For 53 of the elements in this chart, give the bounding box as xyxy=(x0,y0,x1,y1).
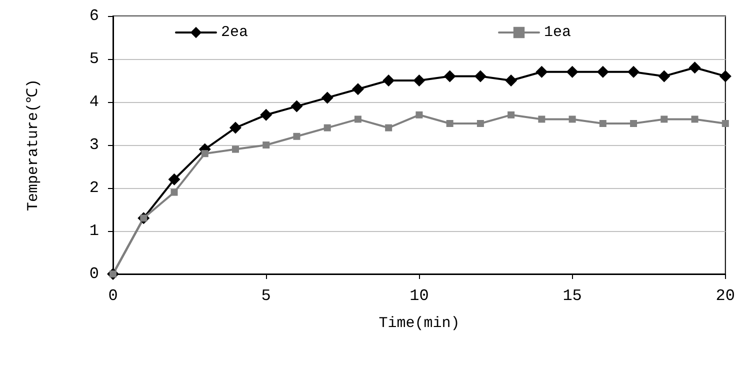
point xyxy=(352,83,364,96)
legend-label: 2ea xyxy=(220,24,248,41)
y-tick-label: 3 xyxy=(89,136,99,154)
x-tick-label: 5 xyxy=(261,287,271,305)
point xyxy=(660,116,668,123)
point xyxy=(568,116,576,123)
point xyxy=(688,62,701,74)
point xyxy=(170,188,178,196)
point xyxy=(474,70,486,82)
x-axis-title: Time(min) xyxy=(378,315,460,332)
point xyxy=(382,74,395,86)
point xyxy=(596,66,609,78)
point xyxy=(628,66,640,78)
y-axis-title: Temperature(℃) xyxy=(25,78,42,212)
x-tick-label: 15 xyxy=(562,287,582,305)
point xyxy=(262,142,270,148)
point xyxy=(324,124,331,132)
point xyxy=(658,70,670,82)
point xyxy=(719,70,732,82)
point xyxy=(201,150,208,158)
point xyxy=(722,120,729,127)
legend-label: 1ea xyxy=(544,24,572,41)
point xyxy=(354,116,362,123)
point xyxy=(416,111,423,118)
point xyxy=(168,173,180,186)
point xyxy=(260,108,272,121)
point xyxy=(538,116,546,123)
point xyxy=(505,74,518,86)
point xyxy=(566,66,578,78)
point xyxy=(293,132,300,140)
point xyxy=(476,120,484,127)
point xyxy=(229,122,242,134)
y-tick-label: 5 xyxy=(89,50,99,68)
x-tick-label: 20 xyxy=(716,287,735,305)
point xyxy=(599,120,606,127)
x-tick-label: 10 xyxy=(410,287,429,305)
point xyxy=(321,92,334,104)
point xyxy=(630,120,638,127)
point xyxy=(444,70,456,82)
point xyxy=(232,146,239,153)
x-tick-label: 0 xyxy=(108,287,118,305)
point xyxy=(446,120,454,127)
y-tick-label: 6 xyxy=(89,7,99,25)
point xyxy=(691,116,698,123)
point xyxy=(536,66,548,78)
point xyxy=(385,124,392,132)
point xyxy=(290,100,303,112)
point xyxy=(508,111,515,118)
point xyxy=(413,74,426,86)
y-tick-label: 2 xyxy=(89,179,99,197)
y-tick-label: 0 xyxy=(89,265,99,283)
y-tick-label: 4 xyxy=(89,93,99,111)
y-tick-label: 1 xyxy=(89,222,99,240)
